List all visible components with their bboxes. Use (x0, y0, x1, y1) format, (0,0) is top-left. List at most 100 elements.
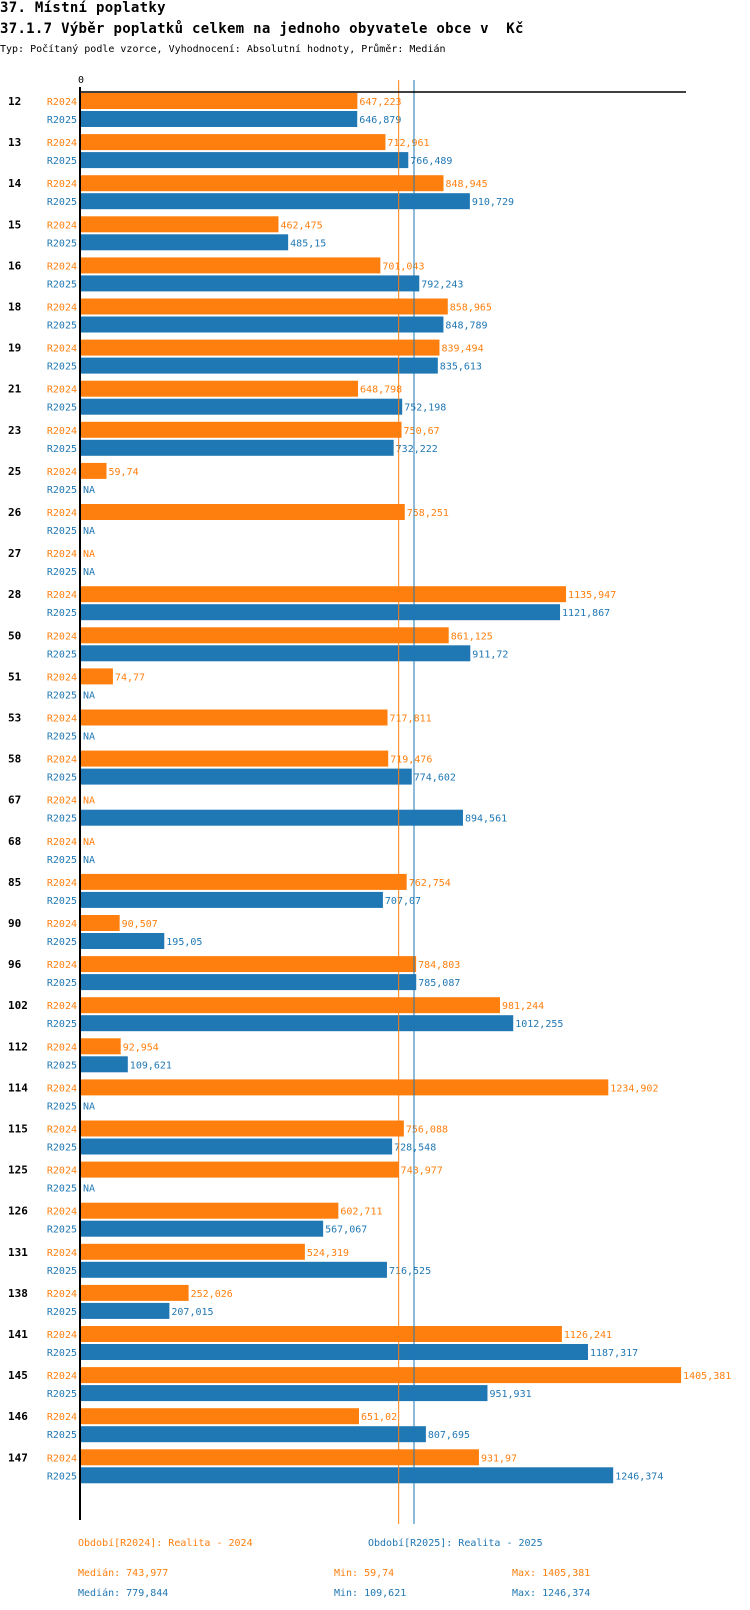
value-label: 774,602 (414, 773, 456, 784)
bar-r2025 (81, 1138, 393, 1155)
series-label: R2024 (47, 1125, 77, 1136)
value-label: 784,803 (418, 960, 460, 971)
category-label: 19 (8, 342, 21, 355)
bar-r2024 (81, 1284, 189, 1301)
bar-r2024 (81, 1120, 404, 1137)
value-label: 1246,374 (615, 1471, 663, 1482)
bar-r2025 (81, 974, 417, 991)
value-label: NA (83, 526, 95, 537)
value-label: 752,198 (404, 403, 446, 414)
series-label: R2025 (47, 567, 77, 578)
bar-r2025 (81, 645, 471, 662)
category-label: 23 (8, 424, 21, 437)
value-label: 931,97 (481, 1453, 517, 1464)
bar-r2024 (81, 709, 388, 726)
value-label: 717,811 (390, 714, 432, 725)
series-label: R2024 (47, 1083, 77, 1094)
category-label: 25 (8, 465, 21, 478)
series-label: R2024 (47, 385, 77, 396)
series-label: R2024 (47, 1248, 77, 1259)
value-label: 807,695 (428, 1430, 470, 1441)
bar-r2024 (81, 1079, 609, 1096)
value-label: 1012,255 (515, 1019, 563, 1030)
stat-median-r2024: Medián: 743,977 (78, 1567, 168, 1579)
value-label: 716,525 (389, 1266, 431, 1277)
series-label: R2025 (47, 1348, 77, 1359)
bar-r2024 (81, 586, 567, 603)
category-label: 102 (8, 999, 28, 1012)
category-label: 26 (8, 506, 22, 519)
value-label: NA (83, 690, 95, 701)
value-label: NA (83, 567, 95, 578)
series-label: R2025 (47, 115, 77, 126)
series-label: R2025 (47, 855, 77, 866)
series-label: R2024 (47, 1453, 77, 1464)
series-label: R2025 (47, 1471, 77, 1482)
series-label: R2025 (47, 1101, 77, 1112)
bar-r2024 (81, 380, 359, 397)
series-label: R2025 (47, 403, 77, 414)
category-label: 12 (8, 95, 21, 108)
bar-r2024 (81, 339, 440, 356)
category-label: 51 (8, 670, 22, 683)
series-label: R2024 (47, 1207, 77, 1218)
bar-r2025 (81, 398, 403, 415)
bar-r2024 (81, 421, 402, 438)
bar-r2024 (81, 1326, 562, 1342)
value-label: 910,729 (472, 197, 514, 208)
category-label: 21 (8, 383, 22, 396)
bar-r2025 (81, 604, 561, 621)
value-label: 894,561 (465, 814, 507, 825)
category-label: 145 (8, 1369, 28, 1382)
value-label: 750,67 (404, 426, 440, 437)
series-label: R2025 (47, 978, 77, 989)
bar-r2025 (81, 1220, 324, 1237)
series-label: R2025 (47, 732, 77, 743)
bar-r2024 (81, 1367, 682, 1384)
series-label: R2024 (47, 1330, 77, 1341)
category-label: 13 (8, 136, 21, 149)
series-label: R2025 (47, 1019, 77, 1030)
bar-r2024 (81, 1408, 359, 1425)
series-label: R2024 (47, 1042, 77, 1053)
bar-r2025 (81, 439, 394, 456)
series-label: R2024 (47, 796, 77, 807)
value-label: NA (83, 485, 95, 496)
stat-max-r2024: Max: 1405,381 (512, 1568, 590, 1579)
series-label: R2025 (47, 896, 77, 907)
series-label: R2025 (47, 279, 77, 290)
category-label: 115 (8, 1123, 28, 1136)
series-label: R2024 (47, 220, 77, 231)
bar-r2025 (81, 234, 289, 251)
value-label: 701,043 (382, 261, 424, 272)
bar-r2025 (81, 1302, 170, 1319)
value-label: 839,494 (441, 344, 483, 355)
value-label: 951,931 (489, 1389, 531, 1400)
series-label: R2025 (47, 321, 77, 332)
series-label: R2025 (47, 156, 77, 167)
value-label: 195,05 (166, 937, 202, 948)
value-label: 74,77 (115, 672, 145, 683)
bar-r2024 (81, 175, 444, 192)
bar-r2024 (81, 1038, 121, 1055)
bar-r2024 (81, 873, 407, 890)
bar-r2024 (81, 257, 381, 274)
series-label: R2025 (47, 1430, 77, 1441)
bar-r2025 (81, 111, 358, 127)
value-label: 109,621 (130, 1060, 172, 1071)
bar-r2024 (81, 1161, 399, 1178)
bar-r2024 (81, 668, 113, 685)
value-label: 719,476 (390, 755, 432, 766)
bar-r2024 (81, 997, 500, 1014)
value-label: 835,613 (440, 362, 482, 373)
value-label: 207,015 (171, 1307, 213, 1318)
category-label: 147 (8, 1451, 28, 1464)
category-label: 90 (8, 917, 21, 930)
category-label: 15 (8, 218, 21, 231)
value-label: NA (83, 732, 95, 743)
category-label: 68 (8, 835, 21, 848)
stat-min-r2024: Min: 59,74 (334, 1568, 394, 1579)
value-label: 858,965 (450, 303, 492, 314)
value-label: 647,223 (359, 97, 401, 108)
